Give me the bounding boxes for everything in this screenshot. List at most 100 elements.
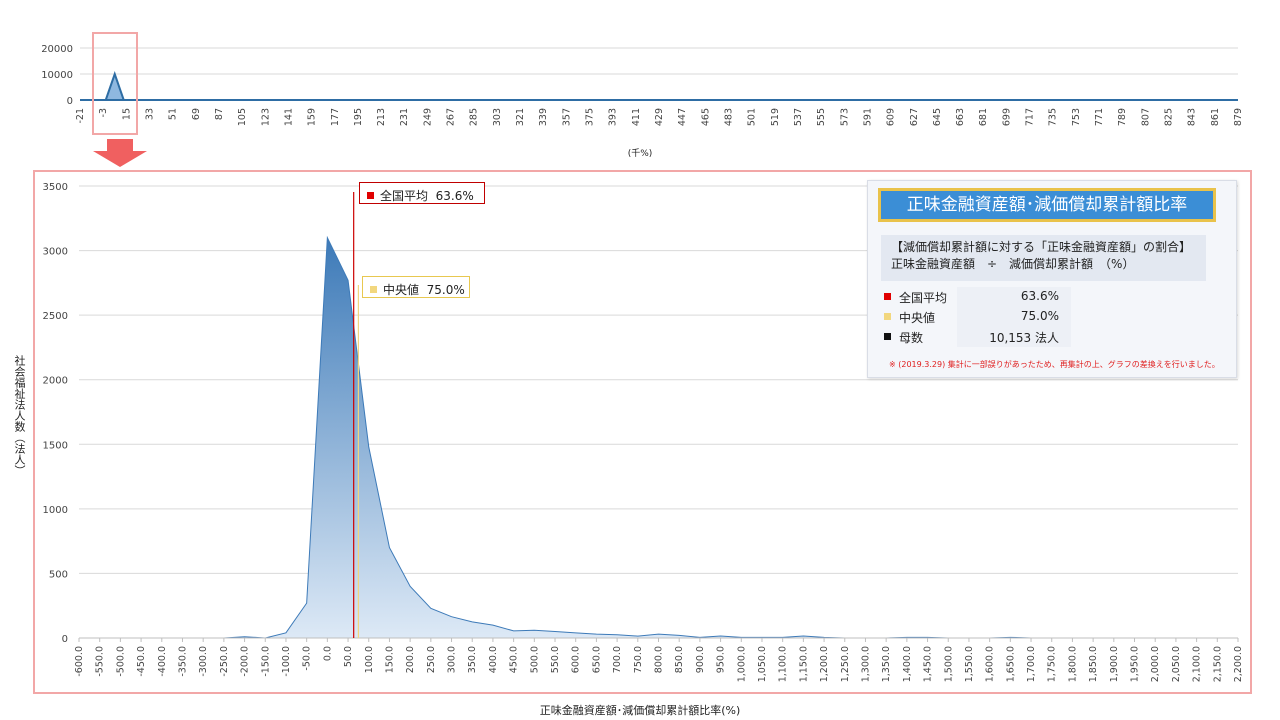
legend-median-value-cell: 75.0% — [957, 307, 1071, 327]
legend-row-count: 母数 10,153 法人 — [881, 327, 1071, 347]
detail-x-tick-label: 2,200.0 — [1233, 646, 1244, 682]
legend-description-line2: 正味金融資産額 ÷ 減価償却累計額 （%） — [891, 257, 1135, 271]
detail-x-tick-label: -350.0 — [177, 646, 188, 677]
overview-x-tick-label: 375 — [585, 108, 596, 126]
overview-x-tick-label: 825 — [1164, 108, 1175, 126]
detail-y-tick-label: 3000 — [43, 247, 68, 258]
detail-x-tick-label: 1,900.0 — [1109, 646, 1120, 682]
detail-x-tick-label: -400.0 — [157, 646, 168, 677]
detail-series-area — [79, 237, 1238, 638]
median-callout: 中央値 75.0% — [362, 276, 470, 298]
overview-x-tick-label: 681 — [978, 108, 989, 126]
overview-x-tick-label: 285 — [469, 108, 480, 126]
detail-x-tick-label: 1,350.0 — [881, 646, 892, 682]
detail-x-tick-label: 1,100.0 — [778, 646, 789, 682]
overview-x-tick-label: 267 — [446, 108, 457, 126]
detail-x-tick-label: 250.0 — [426, 646, 437, 673]
overview-x-tick-label: 717 — [1025, 108, 1036, 126]
overview-x-tick-label: 69 — [191, 108, 202, 120]
detail-x-tick-label: 1,000.0 — [736, 646, 747, 682]
detail-y-tick-label: 2000 — [43, 376, 68, 387]
detail-x-tick-label: 2,000.0 — [1150, 646, 1161, 682]
detail-x-tick-label: 100.0 — [364, 646, 375, 673]
overview-x-tick-label: 213 — [376, 108, 387, 126]
overview-x-tick-label: -3 — [98, 108, 109, 117]
national-average-value: 63.6% — [435, 189, 474, 203]
overview-x-tick-label: 321 — [515, 108, 526, 126]
detail-x-tick-label: -300.0 — [198, 646, 209, 677]
detail-x-tick-label: 1,450.0 — [923, 646, 934, 682]
national-average-callout: 全国平均 63.6% — [359, 182, 485, 204]
legend-average-value: 63.6% — [1020, 289, 1059, 303]
overview-x-tick-label: 789 — [1117, 108, 1128, 126]
detail-x-tick-label: 1,300.0 — [860, 646, 871, 682]
detail-y-tick-label: 3500 — [43, 182, 68, 193]
legend-note: ※ (2019.3.29) 集計に一部誤りがあったため、再集計の上、グラフの差換… — [889, 360, 1220, 369]
detail-x-tick-label: 300.0 — [447, 646, 458, 673]
overview-x-tick-label: 105 — [237, 108, 248, 126]
legend-average-value-cell: 63.6% — [957, 287, 1071, 307]
overview-x-tick-label: 879 — [1233, 108, 1244, 126]
detail-x-tick-label: 50.0 — [343, 646, 354, 667]
detail-x-tick-label: 1,600.0 — [985, 646, 996, 682]
overview-x-tick-label: 573 — [839, 108, 850, 126]
overview-x-tick-label: 699 — [1001, 108, 1012, 126]
detail-x-tick-label: 1,850.0 — [1088, 646, 1099, 682]
legend-count-swatch — [884, 333, 891, 340]
overview-x-tick-label: 555 — [816, 108, 827, 126]
overview-x-tick-label: 537 — [793, 108, 804, 126]
detail-x-tick-label: 0.0 — [322, 646, 333, 661]
overview-x-tick-label: 645 — [932, 108, 943, 126]
detail-x-tick-label: 900.0 — [695, 646, 706, 673]
overview-x-tick-label: 195 — [353, 108, 364, 126]
overview-x-tick-label: 753 — [1071, 108, 1082, 126]
overview-x-tick-label: 519 — [770, 108, 781, 126]
overview-x-tick-label: 411 — [631, 108, 642, 126]
detail-x-tick-label: -500.0 — [115, 646, 126, 677]
overview-spike — [104, 70, 126, 101]
overview-chart: 0 10000 20000 -21 -3 15 33 51 69 87 105 123 141 159 1… — [41, 44, 1244, 126]
detail-x-tick-label: 700.0 — [612, 646, 623, 673]
detail-x-tick-label: 2,150.0 — [1212, 646, 1223, 682]
detail-x-tick-label: 500.0 — [529, 646, 540, 673]
legend-median-swatch — [884, 313, 891, 320]
overview-x-tick-label: -21 — [75, 108, 86, 124]
legend-description-line1: 【減価償却累計額に対する「正味金融資産額」の割合】 — [891, 240, 1192, 254]
legend-description: 【減価償却累計額に対する「正味金融資産額」の割合】 正味金融資産額 ÷ 減価償却… — [881, 235, 1206, 281]
overview-x-tick-label: 429 — [654, 108, 665, 126]
legend-row-median: 中央値 75.0% — [881, 307, 1071, 327]
legend-median-label: 中央値 — [899, 311, 936, 325]
detail-x-tick-label: -50.0 — [302, 646, 313, 671]
overview-x-tick-label: 447 — [677, 108, 688, 126]
detail-x-tick-label: 1,150.0 — [798, 646, 809, 682]
overview-x-tick-label: 141 — [283, 108, 294, 126]
detail-x-tick-label: 450.0 — [509, 646, 520, 673]
overview-x-tick-label: 177 — [330, 108, 341, 126]
legend-count-value: 10,153 法人 — [989, 331, 1059, 345]
overview-x-tick-label: 663 — [955, 108, 966, 126]
median-swatch — [370, 286, 377, 293]
overview-x-tick-label: 33 — [144, 108, 155, 120]
national-average-swatch — [367, 192, 374, 199]
detail-x-tick-label: 1,500.0 — [943, 646, 954, 682]
overview-x-tick-label: 843 — [1187, 108, 1198, 126]
overview-x-tick-label: 159 — [307, 108, 318, 126]
overview-x-tick-label: 87 — [214, 108, 225, 120]
detail-x-tick-label: 1,550.0 — [964, 646, 975, 682]
overview-x-tick-label: 339 — [538, 108, 549, 126]
overview-x-tick-label: 123 — [260, 108, 271, 126]
median-value: 75.0% — [426, 283, 465, 297]
detail-x-axis-label: 正味金融資産額･減価償却累計額比率(%) — [539, 704, 741, 717]
detail-x-tick-label: -600.0 — [74, 646, 85, 677]
overview-x-tick-label: 231 — [399, 108, 410, 126]
detail-x-tick-label: 950.0 — [716, 646, 727, 673]
detail-x-tick-label: -150.0 — [260, 646, 271, 677]
overview-x-tick-label: 15 — [121, 108, 132, 120]
legend-median-value: 75.0% — [1020, 309, 1059, 323]
detail-x-tick-label: 850.0 — [674, 646, 685, 673]
detail-x-tick-label: 650.0 — [591, 646, 602, 673]
overview-x-tick-label: 627 — [909, 108, 920, 126]
overview-x-tick-label: 591 — [862, 108, 873, 126]
detail-x-tick-label: 750.0 — [633, 646, 644, 673]
